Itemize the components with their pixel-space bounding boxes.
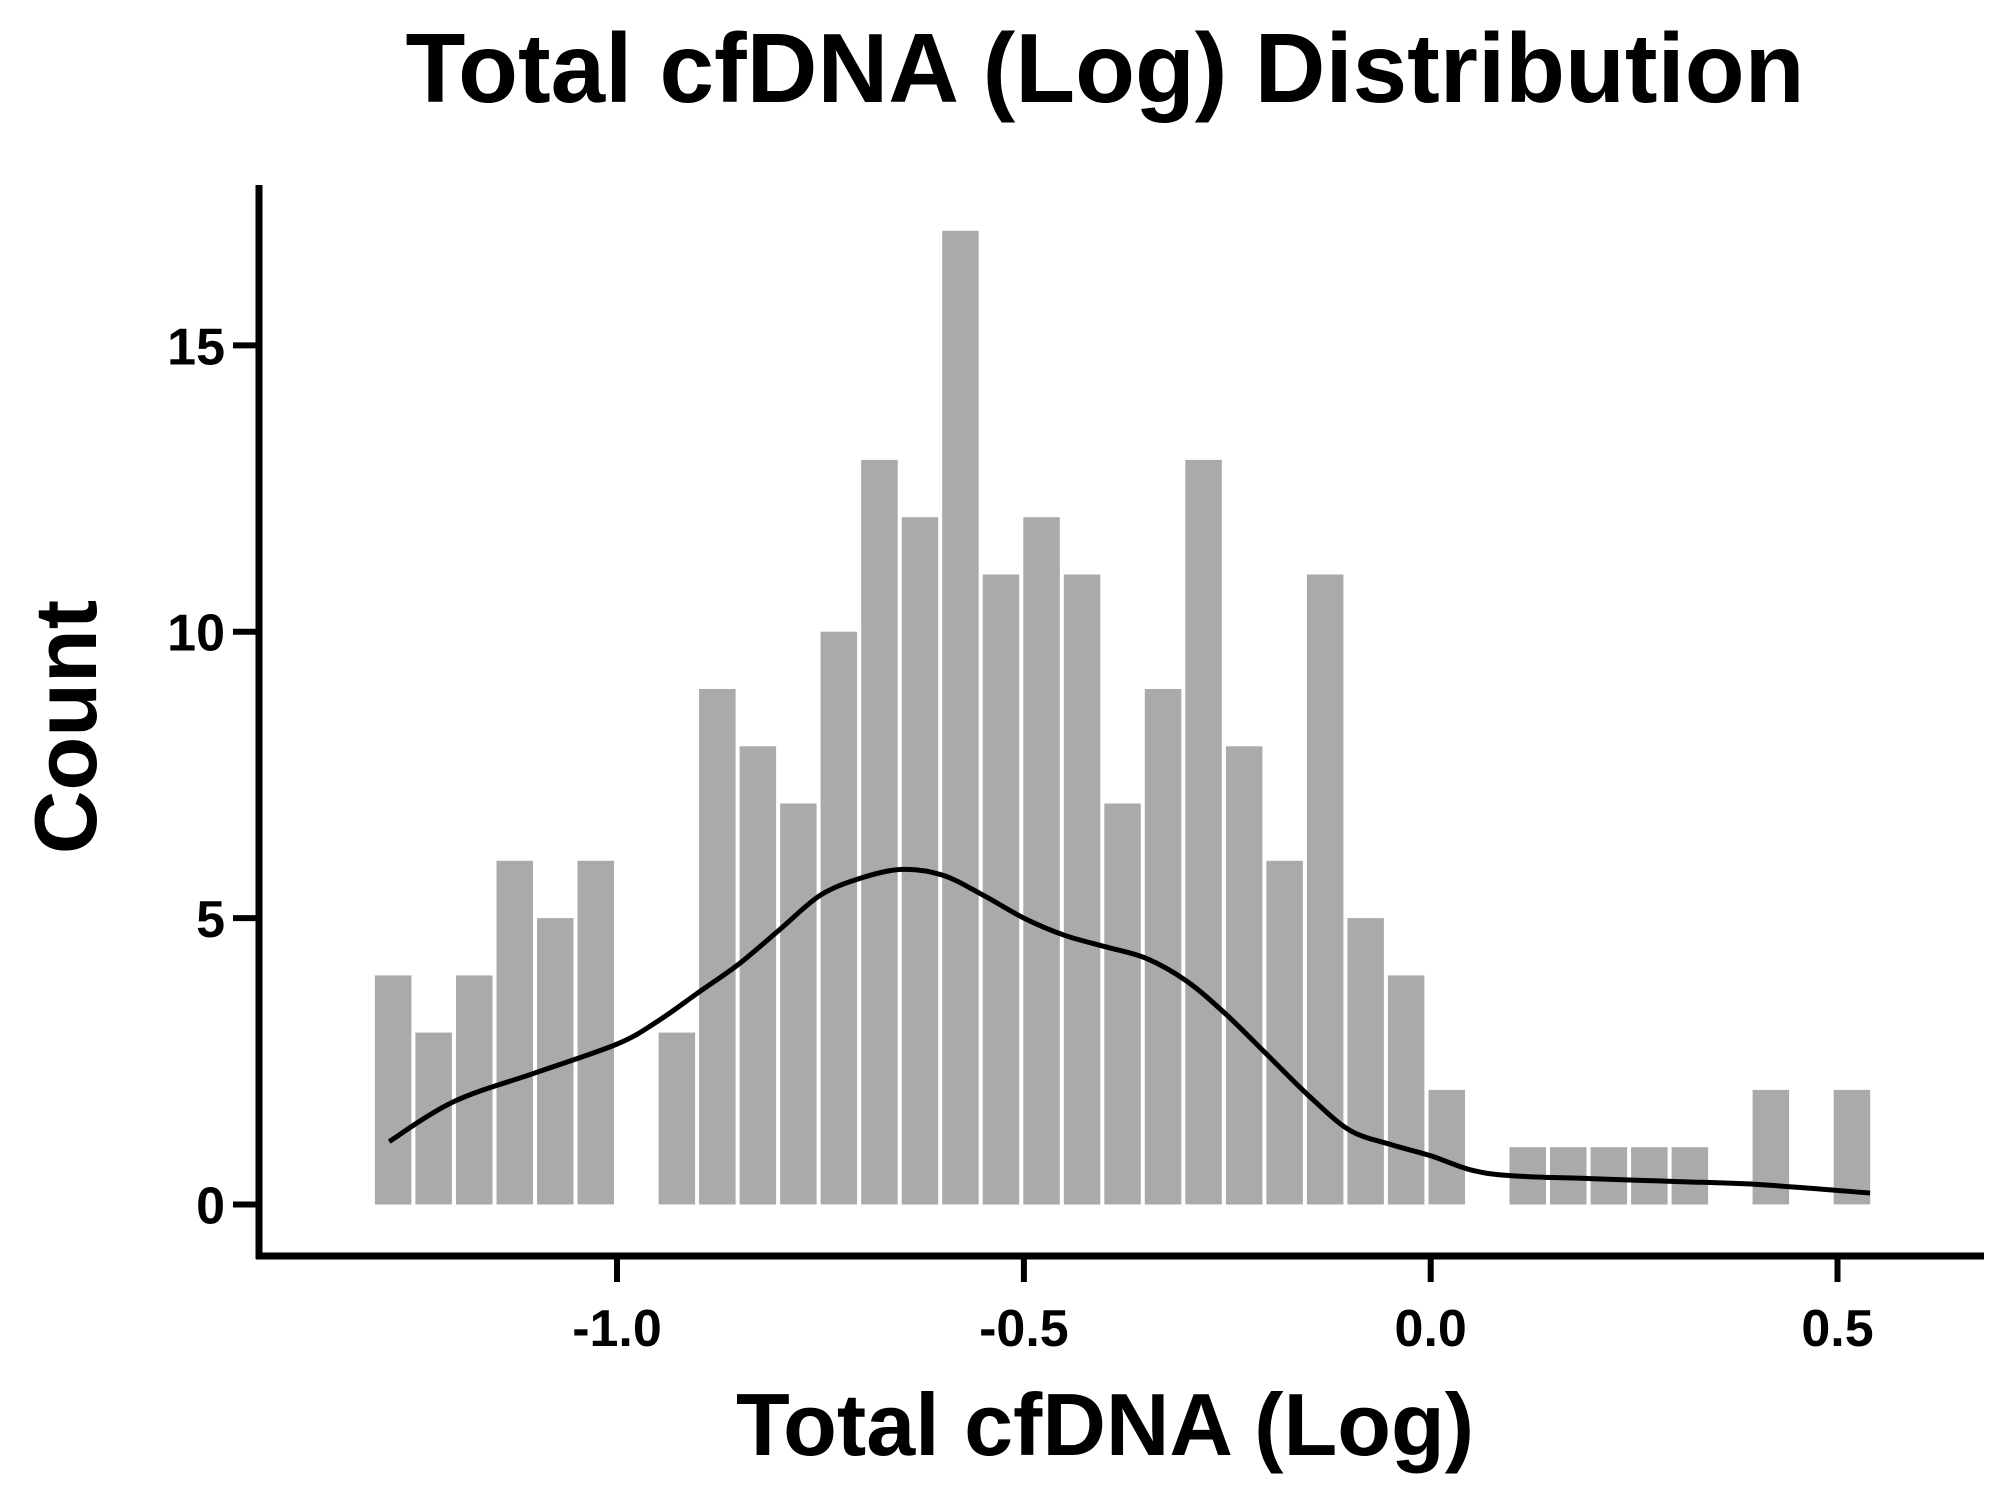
histogram-bar (1833, 1089, 1871, 1205)
y-tick-label: 15 (167, 318, 225, 376)
histogram-bar (699, 689, 736, 1205)
x-tick-label: -0.5 (979, 1300, 1069, 1358)
x-tick-label: -1.0 (572, 1300, 662, 1358)
x-axis-ticks: -1.0 -0.5 0.0 0.5 (572, 1256, 1874, 1358)
density-curve (387, 866, 1871, 1196)
x-tick-label: 0.0 (1395, 1300, 1467, 1358)
histogram-bar (1104, 803, 1141, 1205)
y-tick-label: 10 (167, 605, 225, 663)
y-axis-ticks: 0 5 10 15 (167, 318, 259, 1236)
histogram-bar (1023, 517, 1060, 1205)
y-tick-label: 0 (196, 1178, 225, 1236)
histogram-bar (1063, 574, 1101, 1205)
histogram-bar (982, 574, 1020, 1205)
histogram-bar (942, 230, 979, 1205)
histogram-bar (658, 1032, 696, 1205)
histogram-bar (496, 860, 533, 1205)
histogram-bar (1185, 459, 1222, 1205)
y-tick-label: 5 (196, 891, 225, 949)
histogram-bar (901, 517, 939, 1205)
histogram-bar (1671, 1147, 1709, 1205)
x-tick-label: 0.5 (1801, 1300, 1873, 1358)
histogram-bar (820, 631, 858, 1205)
histogram-bar (1144, 689, 1182, 1205)
histogram-bar (374, 975, 412, 1205)
histogram-bar (1590, 1147, 1628, 1205)
histogram-bar (1428, 1089, 1465, 1205)
histogram-bar (780, 803, 817, 1205)
x-axis-label: Total cfDNA (Log) (736, 1375, 1474, 1474)
bars-group (374, 230, 1871, 1205)
histogram-bar (861, 459, 898, 1205)
histogram-bar (1225, 746, 1263, 1205)
chart-title: Total cfDNA (Log) Distribution (406, 13, 1805, 123)
histogram-bar (1387, 975, 1425, 1205)
histogram-bar (739, 746, 777, 1205)
y-axis-label: Count (16, 600, 115, 854)
histogram-bar (1631, 1147, 1668, 1205)
histogram-bar (1266, 860, 1303, 1205)
histogram-bar (1347, 918, 1384, 1205)
histogram-bar (577, 860, 614, 1205)
